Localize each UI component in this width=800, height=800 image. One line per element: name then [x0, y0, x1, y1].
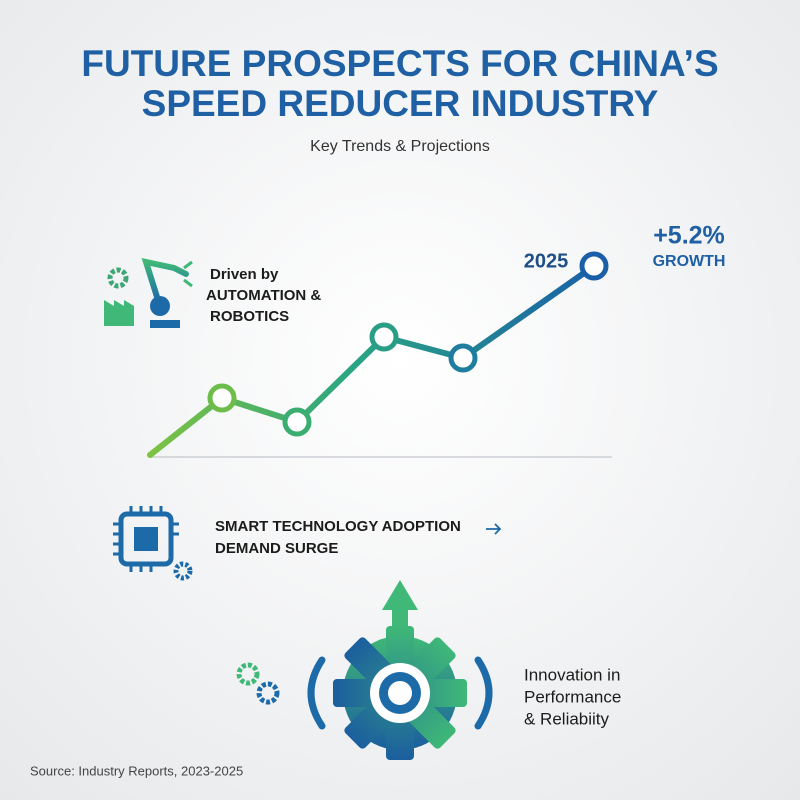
driver-text: Driven by — [210, 266, 279, 283]
trend-line — [147, 263, 597, 458]
title: FUTURE PROSPECTS FOR CHINA’S — [81, 43, 718, 84]
gear-icon — [236, 580, 493, 760]
trend-point — [369, 322, 399, 352]
driver-text: Performance — [524, 687, 621, 706]
growth-value: +5.2% — [653, 222, 725, 250]
trend-point — [282, 407, 312, 437]
chip-icon — [113, 506, 193, 581]
source: Source: Industry Reports, 2023-2025 — [30, 763, 243, 778]
title: SPEED REDUCER INDUSTRY — [142, 83, 659, 124]
subtitle: Key Trends & Projections — [310, 138, 490, 155]
driver-text: & Reliabiity — [524, 709, 610, 728]
driver-text: ROBOTICS — [210, 308, 289, 325]
trend-point — [207, 383, 237, 413]
growth-label: GROWTH — [653, 253, 726, 270]
driver-text: DEMAND SURGE — [215, 540, 338, 557]
trend-point — [579, 251, 609, 281]
driver-text: Innovation in — [524, 665, 620, 684]
driver-text: AUTOMATION & — [206, 287, 321, 304]
year-label: 2025 — [524, 250, 569, 272]
robot-icon — [104, 257, 193, 328]
trend-point — [448, 343, 478, 373]
arrow — [486, 523, 502, 535]
driver-text: SMART TECHNOLOGY ADOPTION — [215, 518, 461, 535]
